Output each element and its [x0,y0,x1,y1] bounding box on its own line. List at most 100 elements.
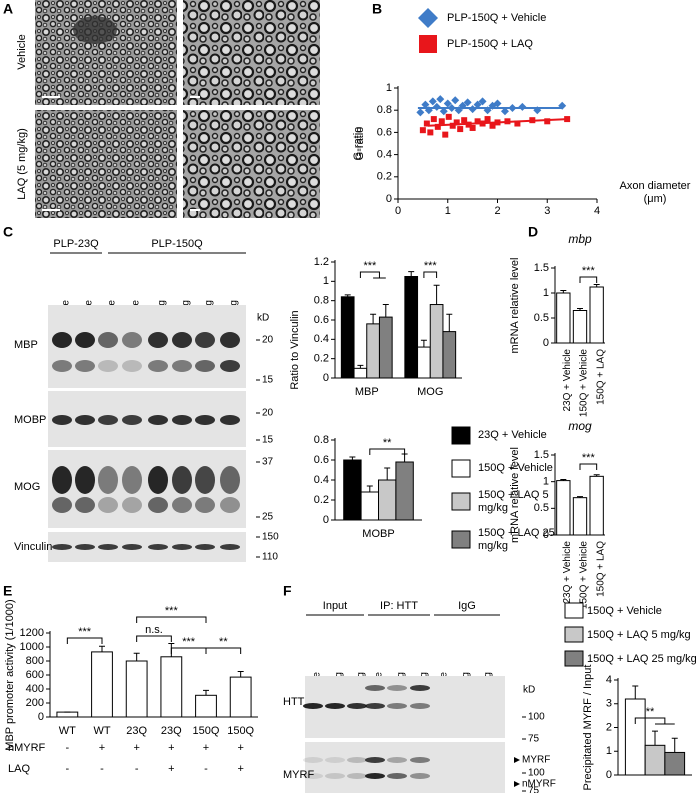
bracket [136,635,172,642]
blot-band [122,544,142,550]
bar [572,497,588,536]
blot-band [122,360,142,372]
bar [556,480,571,536]
y-tick-label: 1 [323,275,329,287]
point [439,107,448,116]
blot-band [220,332,240,348]
group-label: IP: HTT [380,600,418,612]
blot-band [52,466,72,494]
row-label: HTT [283,696,305,708]
error-bar [237,671,244,678]
legend-label: 150Q + LAQ 25 mg/kg [587,653,697,665]
bracket [579,276,598,283]
y-tick-label: 0.6 [314,314,329,326]
blot-band [122,415,142,425]
row-value: - [65,742,69,754]
error-bar [366,485,373,492]
y-tick-label: 0.8 [314,295,329,307]
y-axis-label: Precipitated MYRF / Input [582,665,594,791]
bracket [170,647,207,654]
error-bar [446,313,453,332]
y-tick-label: 600 [26,669,44,681]
bracket [205,647,242,654]
error-bar [384,467,391,480]
point [518,102,527,111]
row-label: MOG [14,481,40,493]
blot-band [172,332,192,348]
bar [589,475,604,536]
legend-swatch [564,626,584,643]
y-tick-label: 0 [386,193,392,205]
x-tick-label: 3 [544,205,550,217]
point [419,127,426,134]
legend-swatch [564,602,584,619]
legend-marker [419,35,437,53]
blot-band [75,360,95,372]
x-tick-label: 23Q + Vehicle [562,541,573,604]
blot-band [148,466,168,494]
y-tick-label: 0 [38,711,44,723]
bar [360,491,380,521]
point [423,120,430,127]
row-value: + [237,742,243,754]
chart-title: mbp [568,232,592,246]
bracket [369,448,406,455]
row-value: - [135,763,139,775]
error-bar [344,294,351,297]
y-tick-label: 0.8 [377,104,392,116]
point [457,126,464,133]
bracket [579,463,598,470]
y-tick-label: 1200 [20,627,44,639]
y-tick-label: 0.5 [534,502,549,514]
y-tick-label: 400 [26,683,44,695]
group-label: PLP-150Q [151,238,203,250]
bar [378,316,393,379]
group-label: Input [323,600,347,612]
row-label: nMYRF [8,742,46,754]
point [473,100,482,109]
blot-band [220,497,240,513]
row-value: + [168,763,174,775]
blot-band [75,466,95,494]
y-tick-label: 0.5 [534,312,549,324]
bar [589,286,604,344]
blot-band [172,415,192,425]
error-bar [408,271,415,277]
blot-band [148,332,168,348]
y-tick-label: 2 [606,721,612,733]
blot-band [98,415,118,425]
row-value: + [237,763,243,775]
blot-band [195,544,215,550]
point [478,97,487,106]
row-value: - [100,763,104,775]
row-label: MYRF [283,769,314,781]
y-tick-label: 0.6 [314,454,329,466]
error-bar [357,364,364,369]
y-tick-label: 0 [323,372,329,384]
blot-band [195,415,215,425]
blot-band [365,703,385,709]
row-value: - [65,763,69,775]
x-axis-label: Axon diameter (μm) [619,180,691,205]
blot-band [365,685,385,691]
blot-band [387,703,407,709]
trend-line [427,118,568,127]
legend-label: 150Q + Vehicle [478,462,553,474]
y-tick-label: 4 [606,674,612,686]
bar [378,479,397,521]
annotation: *** [582,452,596,464]
y-tick-label: 1000 [20,641,44,653]
micrograph [35,0,177,105]
legend-label: 150Q + Vehicle [587,605,662,617]
point [451,96,460,105]
bar [160,656,183,718]
bar [229,676,252,718]
bar [556,292,571,344]
marker-label: nMYRF [522,779,556,790]
marker-label: 20 [262,408,274,419]
marker-label: 75 [528,734,540,745]
annotation: *** [364,260,378,272]
blot-band [172,544,192,550]
y-tick-label: 0.2 [314,353,329,365]
marker-label: 110 [262,552,278,563]
